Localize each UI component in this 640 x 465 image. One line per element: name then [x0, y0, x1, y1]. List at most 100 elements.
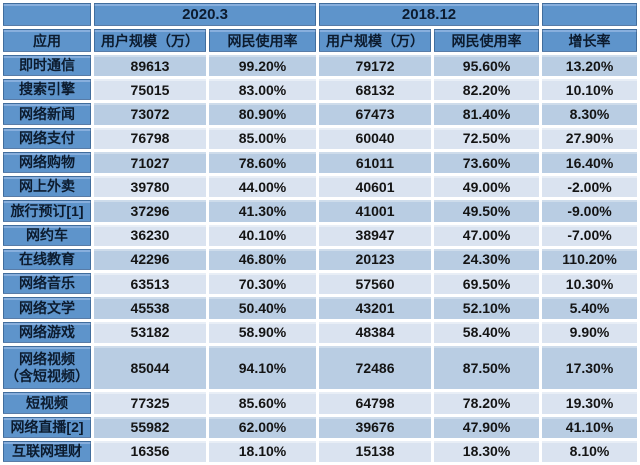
value-cell: 72.50%	[434, 127, 540, 149]
value-cell: 27.90%	[542, 127, 638, 149]
app-cell: 网络视频 （含短视频）	[3, 345, 91, 390]
value-cell: 94.10%	[209, 345, 317, 390]
value-cell: 83.00%	[209, 79, 317, 101]
value-cell: 52.10%	[434, 297, 540, 319]
value-cell: 70.30%	[209, 273, 317, 295]
value-cell: 85.60%	[209, 392, 317, 414]
corner-cell-left	[3, 3, 91, 26]
value-cell: 69.50%	[434, 273, 540, 295]
app-cell: 互联网理财	[3, 440, 91, 462]
value-cell: 78.20%	[434, 392, 540, 414]
period-header-row: 2020.3 2018.12	[3, 3, 638, 26]
value-cell: 10.10%	[542, 79, 638, 101]
value-cell: 67473	[319, 103, 432, 125]
table-row: 互联网理财 16356 18.10% 15138 18.30% 8.10%	[3, 440, 638, 462]
value-cell: 36230	[94, 224, 206, 246]
col-header-usage-rate-2018: 网民使用率	[434, 29, 540, 52]
value-cell: 60040	[319, 127, 432, 149]
value-cell: 73.60%	[434, 151, 540, 174]
col-header-user-scale-2020: 用户规模（万）	[94, 29, 206, 52]
value-cell: 85044	[94, 345, 206, 390]
value-cell: -2.00%	[542, 176, 638, 198]
value-cell: 81.40%	[434, 103, 540, 125]
app-cell: 网络音乐	[3, 273, 91, 295]
value-cell: 20123	[319, 248, 432, 271]
table-row: 网络购物 71027 78.60% 61011 73.60% 16.40%	[3, 151, 638, 174]
app-cell: 网上外卖	[3, 176, 91, 198]
period-header-2020: 2020.3	[94, 3, 317, 26]
table-row: 网上外卖 39780 44.00% 40601 49.00% -2.00%	[3, 176, 638, 198]
table-row: 网络支付 76798 85.00% 60040 72.50% 27.90%	[3, 127, 638, 149]
value-cell: 40601	[319, 176, 432, 198]
value-cell: 17.30%	[542, 345, 638, 390]
table-row: 网络游戏 53182 58.90% 48384 58.40% 9.90%	[3, 321, 638, 343]
app-cell: 即时通信	[3, 55, 91, 77]
value-cell: 9.90%	[542, 321, 638, 343]
value-cell: 40.10%	[209, 224, 317, 246]
value-cell: 41.10%	[542, 416, 638, 438]
value-cell: 5.40%	[542, 297, 638, 319]
value-cell: 10.30%	[542, 273, 638, 295]
value-cell: 62.00%	[209, 416, 317, 438]
value-cell: 13.20%	[542, 55, 638, 77]
value-cell: 37296	[94, 200, 206, 222]
value-cell: 99.20%	[209, 55, 317, 77]
value-cell: 61011	[319, 151, 432, 174]
col-header-user-scale-2018: 用户规模（万）	[319, 29, 432, 52]
value-cell: 110.20%	[542, 248, 638, 271]
value-cell: 39780	[94, 176, 206, 198]
value-cell: 8.30%	[542, 103, 638, 125]
value-cell: 68132	[319, 79, 432, 101]
value-cell: 18.10%	[209, 440, 317, 462]
corner-cell-right	[542, 3, 638, 26]
value-cell: 46.80%	[209, 248, 317, 271]
app-cell: 网络新闻	[3, 103, 91, 125]
app-cell: 网络文学	[3, 297, 91, 319]
table-row: 旅行预订[1] 37296 41.30% 41001 49.50% -9.00%	[3, 200, 638, 222]
value-cell: 39676	[319, 416, 432, 438]
value-cell: 71027	[94, 151, 206, 174]
value-cell: 45538	[94, 297, 206, 319]
value-cell: 43201	[319, 297, 432, 319]
value-cell: 77325	[94, 392, 206, 414]
value-cell: 89613	[94, 55, 206, 77]
value-cell: 58.90%	[209, 321, 317, 343]
value-cell: 87.50%	[434, 345, 540, 390]
value-cell: 79172	[319, 55, 432, 77]
period-header-2018: 2018.12	[319, 3, 540, 26]
value-cell: 57560	[319, 273, 432, 295]
app-cell: 网络直播[2]	[3, 416, 91, 438]
value-cell: -7.00%	[542, 224, 638, 246]
app-cell: 网约车	[3, 224, 91, 246]
value-cell: 80.90%	[209, 103, 317, 125]
value-cell: 38947	[319, 224, 432, 246]
app-cell: 短视频	[3, 392, 91, 414]
table-row: 网络音乐 63513 70.30% 57560 69.50% 10.30%	[3, 273, 638, 295]
table-row: 网络视频 （含短视频） 85044 94.10% 72486 87.50% 17…	[3, 345, 638, 390]
value-cell: 76798	[94, 127, 206, 149]
value-cell: 72486	[319, 345, 432, 390]
table-row: 网络新闻 73072 80.90% 67473 81.40% 8.30%	[3, 103, 638, 125]
value-cell: 41001	[319, 200, 432, 222]
value-cell: 55982	[94, 416, 206, 438]
table-row: 网约车 36230 40.10% 38947 47.00% -7.00%	[3, 224, 638, 246]
value-cell: 53182	[94, 321, 206, 343]
value-cell: 8.10%	[542, 440, 638, 462]
app-cell: 搜索引擎	[3, 79, 91, 101]
value-cell: 15138	[319, 440, 432, 462]
value-cell: 85.00%	[209, 127, 317, 149]
value-cell: 64798	[319, 392, 432, 414]
value-cell: 24.30%	[434, 248, 540, 271]
app-cell: 在线教育	[3, 248, 91, 271]
value-cell: 82.20%	[434, 79, 540, 101]
table-row: 短视频 77325 85.60% 64798 78.20% 19.30%	[3, 392, 638, 414]
col-header-app: 应用	[3, 29, 91, 52]
value-cell: 41.30%	[209, 200, 317, 222]
value-cell: 47.00%	[434, 224, 540, 246]
table-row: 网络文学 45538 50.40% 43201 52.10% 5.40%	[3, 297, 638, 319]
value-cell: 49.00%	[434, 176, 540, 198]
value-cell: 58.40%	[434, 321, 540, 343]
value-cell: 44.00%	[209, 176, 317, 198]
app-cell: 网络游戏	[3, 321, 91, 343]
col-header-growth-rate: 增长率	[542, 29, 638, 52]
